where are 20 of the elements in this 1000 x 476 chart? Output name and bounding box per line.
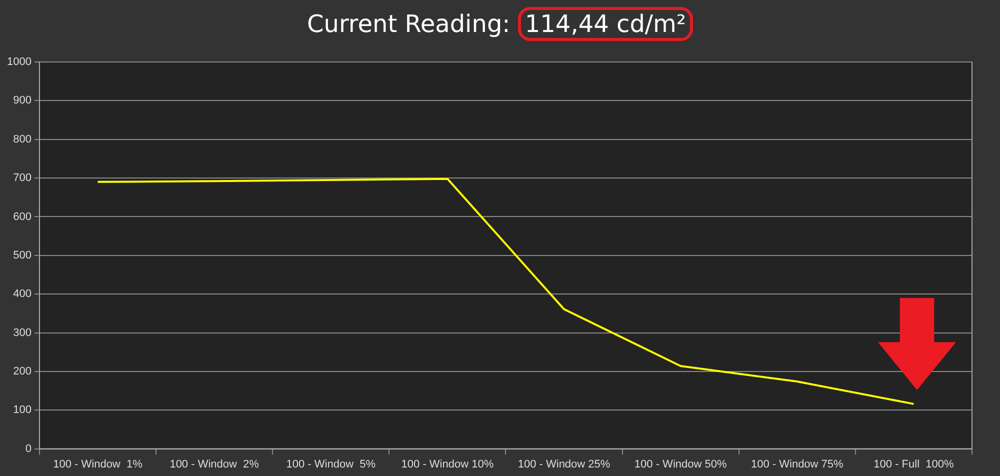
y-tick-label: 1000 bbox=[6, 56, 32, 68]
y-tick-label: 600 bbox=[13, 210, 32, 223]
y-tick-label: 700 bbox=[13, 172, 32, 184]
highlight-outline: 114,44 cd/m² bbox=[518, 7, 694, 41]
y-tick-label: 800 bbox=[13, 133, 32, 146]
y-tick-label: 900 bbox=[13, 94, 32, 107]
x-tick-label: 100 - Full 100% bbox=[874, 458, 954, 470]
y-tick-label: 0 bbox=[25, 442, 32, 455]
x-tick-label: 100 - Window 25% bbox=[518, 458, 610, 470]
x-tick-label: 100 - Window 1% bbox=[53, 458, 143, 470]
x-tick-label: 100 - Window 5% bbox=[286, 458, 376, 470]
x-tick-label: 100 - Window 2% bbox=[170, 458, 260, 470]
x-tick-label: 100 - Window 75% bbox=[750, 458, 844, 470]
y-tick-label: 500 bbox=[13, 249, 32, 262]
x-tick-label: 100 - Window 10% bbox=[401, 458, 494, 470]
y-tick-label: 200 bbox=[13, 365, 32, 378]
x-tick-label: 100 - Window 50% bbox=[634, 458, 727, 470]
y-tick-label: 400 bbox=[13, 288, 32, 300]
y-tick-label: 100 bbox=[13, 404, 32, 416]
y-tick-label: 300 bbox=[13, 326, 32, 339]
